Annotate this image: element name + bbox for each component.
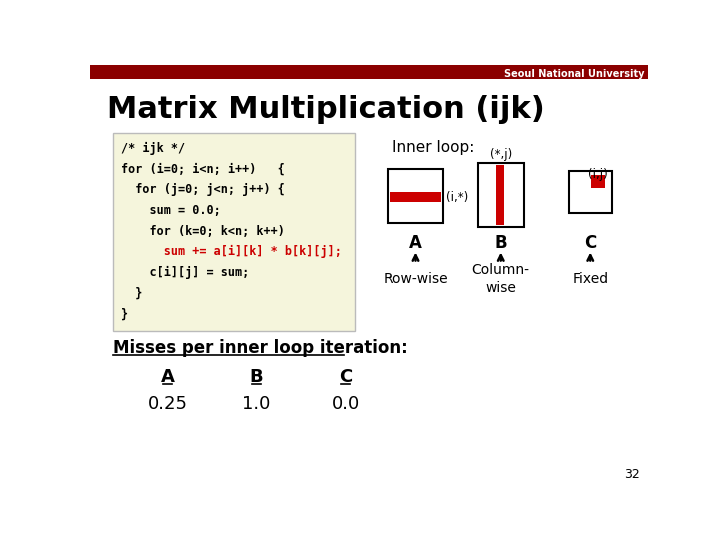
FancyBboxPatch shape (496, 165, 505, 225)
Text: /* ijk */: /* ijk */ (121, 141, 185, 154)
Text: c[i][j] = sum;: c[i][j] = sum; (121, 266, 249, 279)
Text: for (k=0; k<n; k++): for (k=0; k<n; k++) (121, 225, 285, 238)
FancyBboxPatch shape (477, 164, 524, 226)
Text: Column-
wise: Column- wise (472, 262, 530, 295)
Text: Matrix Multiplication (ijk): Matrix Multiplication (ijk) (107, 95, 545, 124)
FancyBboxPatch shape (390, 192, 441, 202)
Text: Fixed: Fixed (572, 272, 608, 286)
Text: Inner loop:: Inner loop: (392, 140, 474, 156)
Text: B: B (495, 234, 507, 252)
FancyBboxPatch shape (388, 168, 443, 222)
FancyBboxPatch shape (113, 132, 355, 331)
Text: 0.0: 0.0 (332, 395, 360, 413)
Text: (*,j): (*,j) (490, 148, 512, 161)
Text: C: C (339, 368, 352, 387)
Text: Misses per inner loop iteration:: Misses per inner loop iteration: (113, 339, 408, 357)
Text: for (j=0; j<n; j++) {: for (j=0; j<n; j++) { (121, 183, 285, 196)
FancyBboxPatch shape (569, 171, 611, 213)
Text: 0.25: 0.25 (148, 395, 187, 413)
Text: C: C (584, 234, 596, 252)
Text: (i,j): (i,j) (588, 167, 608, 181)
Text: for (i=0; i<n; i++)   {: for (i=0; i<n; i++) { (121, 162, 285, 176)
Text: Seoul National University: Seoul National University (503, 69, 644, 79)
FancyBboxPatch shape (591, 176, 605, 188)
Text: 32: 32 (624, 468, 640, 481)
Text: B: B (250, 368, 264, 387)
Text: sum = 0.0;: sum = 0.0; (121, 204, 221, 217)
Text: }: } (121, 308, 128, 321)
FancyBboxPatch shape (90, 65, 648, 79)
Text: (i,*): (i,*) (446, 191, 468, 204)
Text: Row-wise: Row-wise (383, 272, 448, 286)
Text: 1.0: 1.0 (243, 395, 271, 413)
Text: }: } (121, 287, 143, 300)
Text: sum += a[i][k] * b[k][j];: sum += a[i][k] * b[k][j]; (121, 245, 342, 259)
Text: A: A (409, 234, 422, 252)
Text: A: A (161, 368, 174, 387)
